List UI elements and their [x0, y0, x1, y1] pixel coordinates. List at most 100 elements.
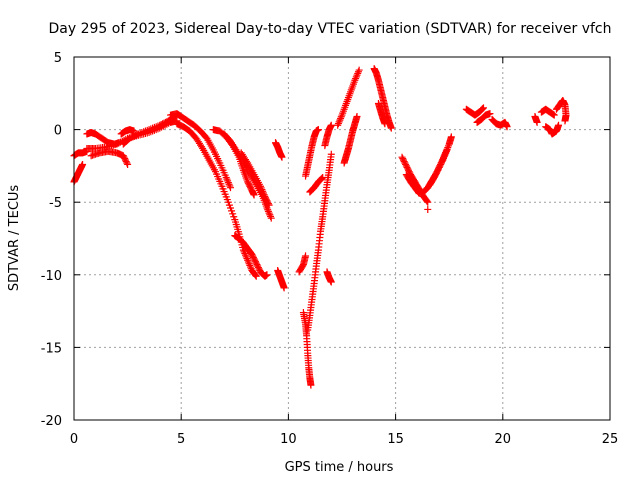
- data-point: [265, 201, 273, 209]
- data-point: [337, 113, 345, 121]
- data-point: [314, 126, 322, 134]
- data-point: [264, 207, 272, 215]
- data-point: [555, 121, 563, 129]
- data-point: [352, 73, 360, 81]
- data-point: [441, 151, 449, 159]
- data-point: [486, 110, 494, 118]
- data-point: [387, 124, 395, 132]
- data-point: [252, 271, 260, 279]
- data-point: [227, 184, 235, 192]
- data-point: [327, 150, 335, 158]
- data-point: [246, 261, 254, 269]
- data-point: [479, 105, 487, 113]
- data-point: [415, 189, 423, 197]
- data-point: [224, 177, 232, 185]
- data-point: [259, 187, 267, 195]
- data-point: [319, 174, 327, 182]
- data-point: [353, 71, 361, 79]
- data-point: [381, 120, 389, 128]
- data-point: [242, 253, 250, 261]
- y-tick-label: -20: [41, 414, 62, 429]
- data-point: [252, 272, 260, 280]
- data-point: [222, 174, 230, 182]
- data-point: [130, 127, 138, 135]
- data-point: [133, 131, 141, 139]
- data-point: [327, 121, 335, 129]
- data-point: [278, 153, 286, 161]
- data-point: [280, 284, 288, 292]
- data-point: [355, 66, 363, 74]
- data-point: [334, 121, 342, 129]
- data-point: [533, 118, 541, 126]
- data-point: [335, 118, 343, 126]
- data-point: [480, 104, 488, 112]
- data-point: [244, 258, 252, 266]
- data-point: [243, 157, 251, 165]
- data-point: [307, 381, 315, 389]
- data-point: [443, 146, 451, 154]
- data-point: [438, 158, 446, 166]
- x-tick-label: 5: [177, 432, 185, 447]
- data-point: [79, 160, 87, 168]
- y-tick-label: -10: [41, 269, 62, 284]
- data-point: [264, 206, 272, 214]
- y-tick-label: -15: [41, 341, 62, 356]
- x-tick-label: 20: [495, 432, 512, 447]
- data-point: [439, 154, 447, 162]
- data-point: [242, 251, 250, 259]
- data-point: [124, 160, 132, 168]
- data-point: [442, 149, 450, 157]
- data-point: [267, 212, 275, 220]
- data-point: [198, 143, 206, 151]
- data-point: [267, 214, 275, 222]
- x-axis-label: GPS time / hours: [285, 460, 394, 475]
- data-point: [439, 156, 447, 164]
- data-point: [266, 211, 274, 219]
- data-point: [550, 111, 558, 119]
- y-tick-label: -5: [49, 196, 62, 211]
- data-point: [264, 200, 272, 208]
- data-point: [257, 184, 265, 192]
- data-point: [353, 113, 361, 121]
- data-point: [327, 278, 335, 286]
- data-point: [317, 175, 325, 183]
- data-point: [259, 189, 267, 197]
- data-point: [447, 133, 455, 141]
- x-tick-label: 25: [602, 432, 619, 447]
- data-point: [241, 250, 249, 258]
- plot-frame: [73, 56, 611, 421]
- y-axis-label: SDTVAR / TECUs: [7, 185, 22, 292]
- data-point: [561, 117, 569, 125]
- data-point: [424, 198, 432, 206]
- x-tick-label: 10: [280, 432, 297, 447]
- data-point: [352, 75, 360, 83]
- data-point: [260, 191, 268, 199]
- y-tick-label: 0: [54, 124, 62, 139]
- data-point: [243, 255, 251, 263]
- data-point: [302, 252, 310, 260]
- data-point: [258, 186, 266, 194]
- data-point: [354, 68, 362, 76]
- x-tick-label: 15: [387, 432, 404, 447]
- data-point: [334, 120, 342, 128]
- data-point: [424, 205, 432, 213]
- data-points: [70, 65, 570, 389]
- data-point: [224, 179, 232, 187]
- data-point: [265, 209, 273, 217]
- data-point: [263, 271, 271, 279]
- chart-title: Day 295 of 2023, Sidereal Day-to-day VTE…: [48, 21, 611, 37]
- data-point: [440, 153, 448, 161]
- data-point: [247, 263, 255, 271]
- data-point: [223, 175, 231, 183]
- x-tick-label: 0: [70, 432, 78, 447]
- data-point: [123, 159, 131, 167]
- data-point: [250, 191, 258, 199]
- data-point: [354, 69, 362, 77]
- y-tick-label: 5: [54, 51, 62, 66]
- data-point: [318, 174, 326, 182]
- data-point: [478, 105, 486, 113]
- data-point: [442, 148, 450, 156]
- data-point: [226, 182, 234, 190]
- data-point: [351, 76, 359, 84]
